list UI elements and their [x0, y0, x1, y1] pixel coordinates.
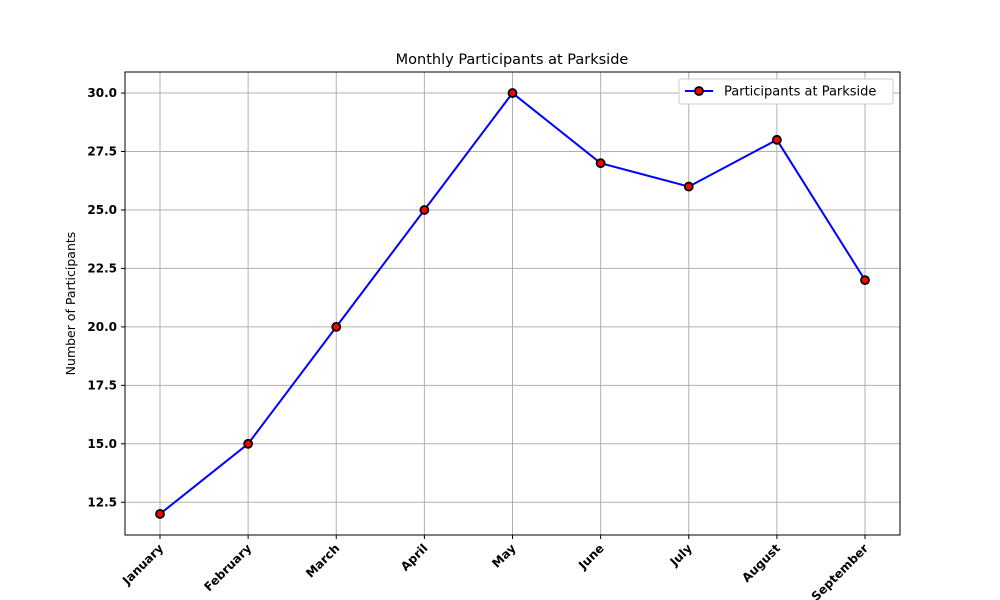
x-tick-label: February — [201, 541, 254, 594]
y-tick-label: 12.5 — [87, 495, 117, 509]
y-tick-label: 15.0 — [87, 437, 117, 451]
y-axis-label: Number of Participants — [63, 232, 78, 376]
data-point — [331, 321, 342, 332]
x-tick-label: March — [303, 541, 342, 580]
y-tick-label: 25.0 — [87, 203, 117, 217]
legend: Participants at Parkside — [678, 78, 894, 105]
plot-frame — [124, 71, 901, 536]
y-tick-label: 27.5 — [87, 145, 117, 159]
data-point — [595, 158, 606, 169]
legend-marker-swatch — [694, 86, 704, 96]
data-point — [507, 88, 518, 98]
data-point — [860, 275, 870, 286]
legend-entry-label: Participants at Parkside — [724, 85, 876, 100]
series-layer — [155, 88, 870, 519]
x-tick-label: August — [739, 541, 783, 585]
y-tick-label: 22.5 — [87, 261, 117, 275]
y-axis-ticks: 12.5 15.0 17.5 20.0 22.5 25.0 27.5 30.0 — [87, 86, 125, 509]
x-tick-label: September — [809, 541, 872, 600]
y-tick-label: 17.5 — [87, 378, 117, 392]
x-tick-label: May — [489, 541, 518, 570]
x-tick-label: July — [667, 541, 695, 569]
y-tick-label: 20.0 — [87, 320, 117, 334]
legend-box — [678, 78, 894, 105]
x-tick-label: January — [119, 541, 166, 588]
x-tick-label: April — [398, 541, 431, 574]
x-tick-label: June — [575, 541, 607, 573]
data-point — [771, 134, 782, 145]
data-point — [683, 181, 694, 192]
chart-title: Monthly Participants at Parkside — [396, 52, 629, 68]
data-point — [155, 509, 165, 519]
x-axis-ticks: January February March April May June July Augu… — [119, 535, 871, 600]
data-point — [243, 438, 254, 449]
y-tick-label: 30.0 — [87, 86, 117, 100]
data-point — [419, 205, 430, 215]
grid — [125, 72, 900, 535]
